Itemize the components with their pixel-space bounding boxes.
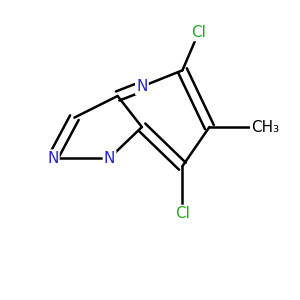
Text: N: N: [136, 79, 148, 94]
Text: Cl: Cl: [175, 206, 190, 221]
Text: CH₃: CH₃: [251, 119, 279, 134]
Text: N: N: [47, 151, 58, 166]
Text: Cl: Cl: [191, 25, 206, 40]
Text: N: N: [104, 151, 115, 166]
